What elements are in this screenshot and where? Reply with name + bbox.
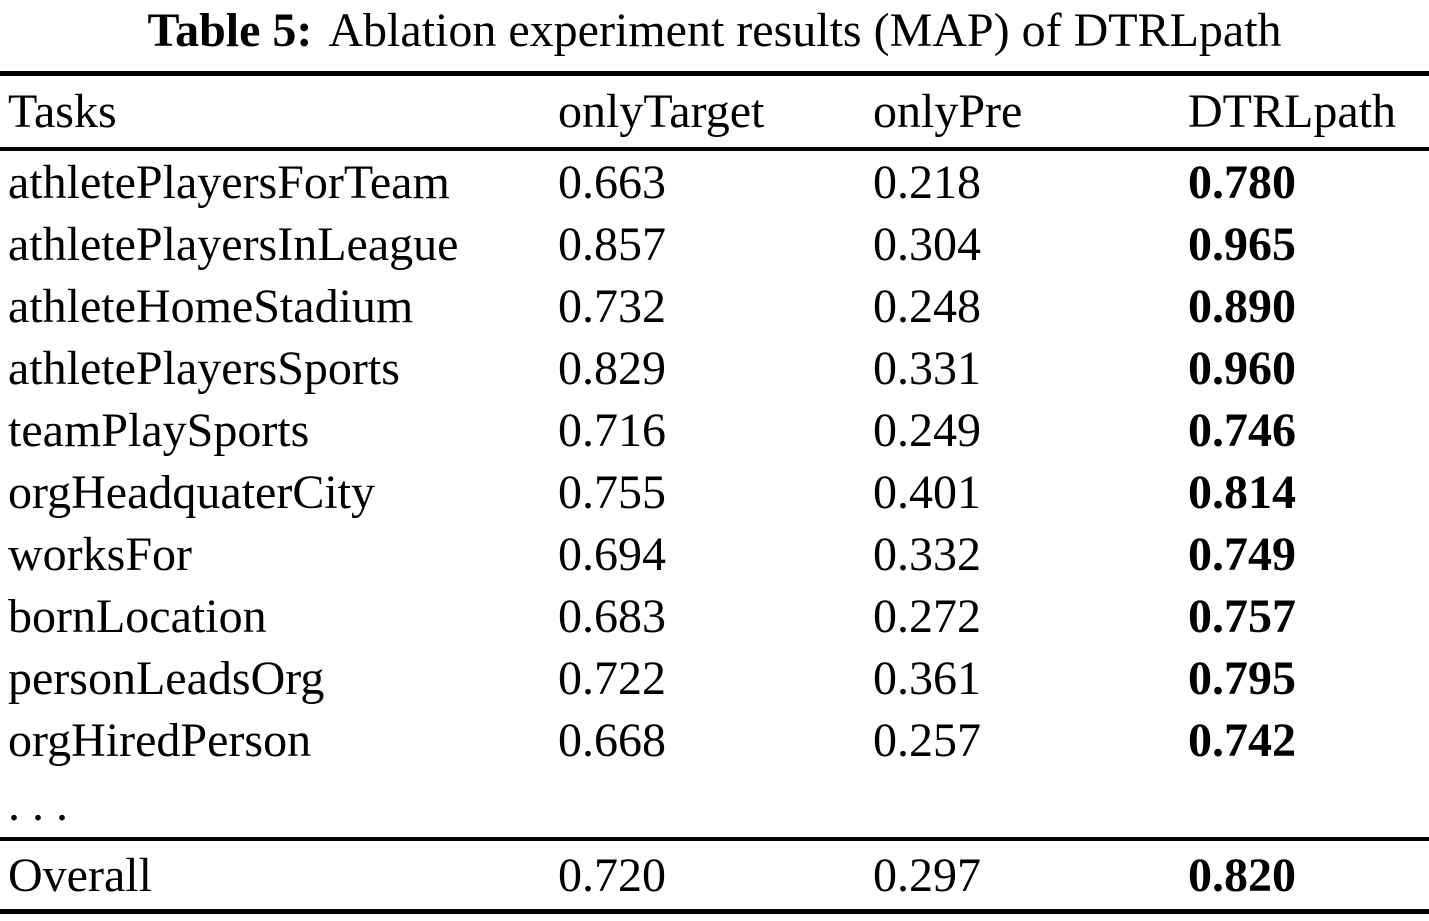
onlypre-cell: 0.272 <box>873 589 981 643</box>
onlytarget-cell: 0.683 <box>558 589 666 643</box>
table-caption: Table 5: Ablation experiment results (MAP… <box>0 0 1429 71</box>
table-caption-label: Table 5: <box>147 4 313 57</box>
table-row: athletePlayersForTeam 0.663 0.218 0.780 <box>0 149 1429 213</box>
dtrlpath-cell: 0.746 <box>1188 403 1296 457</box>
onlytarget-cell: 0.732 <box>558 279 666 333</box>
onlypre-cell: 0.304 <box>873 217 981 271</box>
onlypre-cell: 0.331 <box>873 341 981 395</box>
table-row: teamPlaySports 0.716 0.249 0.746 <box>0 399 1429 461</box>
task-cell: orgHiredPerson <box>8 713 312 767</box>
dtrlpath-cell: 0.757 <box>1188 589 1296 643</box>
overall-onlypre-cell: 0.297 <box>873 837 1188 912</box>
task-cell: athleteHomeStadium <box>8 279 414 333</box>
table-row: athletePlayersInLeague 0.857 0.304 0.965 <box>0 213 1429 275</box>
task-cell: bornLocation <box>8 589 267 643</box>
dtrlpath-cell: 0.960 <box>1188 341 1296 395</box>
onlypre-cell: 0.401 <box>873 465 981 519</box>
task-cell: athletePlayersInLeague <box>8 217 459 271</box>
table-row: orgHeadquaterCity 0.755 0.401 0.814 <box>0 461 1429 523</box>
table-row: worksFor 0.694 0.332 0.749 <box>0 523 1429 585</box>
task-cell: athletePlayersForTeam <box>8 155 450 209</box>
onlytarget-cell: 0.716 <box>558 403 666 457</box>
task-cell: personLeadsOrg <box>8 651 325 705</box>
ablation-results-table: Tasks onlyTarget onlyPre DTRLpath athlet… <box>0 71 1429 914</box>
task-cell: athletePlayersSports <box>8 341 400 395</box>
overall-onlytarget-cell: 0.720 <box>558 837 873 912</box>
onlypre-cell: 0.248 <box>873 279 981 333</box>
col-header-onlypre: onlyPre <box>873 73 1188 151</box>
onlytarget-cell: 0.857 <box>558 217 666 271</box>
table-row: personLeadsOrg 0.722 0.361 0.795 <box>0 647 1429 709</box>
overall-label-cell: Overall <box>0 837 558 912</box>
table-row: bornLocation 0.683 0.272 0.757 <box>0 585 1429 647</box>
empty-cell <box>1188 771 1429 839</box>
dtrlpath-cell: 0.795 <box>1188 651 1296 705</box>
table-row: athleteHomeStadium 0.732 0.248 0.890 <box>0 275 1429 337</box>
onlytarget-cell: 0.755 <box>558 465 666 519</box>
dtrlpath-cell: 0.749 <box>1188 527 1296 581</box>
task-cell: worksFor <box>8 527 193 581</box>
onlytarget-cell: 0.668 <box>558 713 666 767</box>
col-header-onlytarget: onlyTarget <box>558 73 873 151</box>
empty-cell <box>558 771 873 839</box>
dtrlpath-cell: 0.742 <box>1188 713 1296 767</box>
onlypre-cell: 0.257 <box>873 713 981 767</box>
overall-dtrlpath-cell: 0.820 <box>1188 837 1429 912</box>
onlypre-cell: 0.332 <box>873 527 981 581</box>
col-header-dtrlpath: DTRLpath <box>1188 73 1429 151</box>
onlypre-cell: 0.218 <box>873 155 981 209</box>
onlytarget-cell: 0.722 <box>558 651 666 705</box>
ellipsis-row: . . . <box>0 771 1429 839</box>
onlytarget-cell: 0.829 <box>558 341 666 395</box>
dtrlpath-cell: 0.780 <box>1188 155 1296 209</box>
header-row: Tasks onlyTarget onlyPre DTRLpath <box>0 73 1429 151</box>
col-header-tasks: Tasks <box>0 73 558 151</box>
onlypre-cell: 0.249 <box>873 403 981 457</box>
onlytarget-cell: 0.663 <box>558 155 666 209</box>
table-caption-text: Ablation experiment results (MAP) of DTR… <box>328 4 1282 57</box>
table-row: orgHiredPerson 0.668 0.257 0.742 <box>0 709 1429 771</box>
dtrlpath-cell: 0.814 <box>1188 465 1296 519</box>
onlypre-cell: 0.361 <box>873 651 981 705</box>
task-cell: orgHeadquaterCity <box>8 465 376 519</box>
empty-cell <box>873 771 1188 839</box>
onlytarget-cell: 0.694 <box>558 527 666 581</box>
task-cell: teamPlaySports <box>8 403 310 457</box>
table-row: athletePlayersSports 0.829 0.331 0.960 <box>0 337 1429 399</box>
dtrlpath-cell: 0.890 <box>1188 279 1296 333</box>
overall-row: Overall 0.720 0.297 0.820 <box>0 837 1429 912</box>
dtrlpath-cell: 0.965 <box>1188 217 1296 271</box>
ellipsis-cell: . . . <box>8 777 68 831</box>
